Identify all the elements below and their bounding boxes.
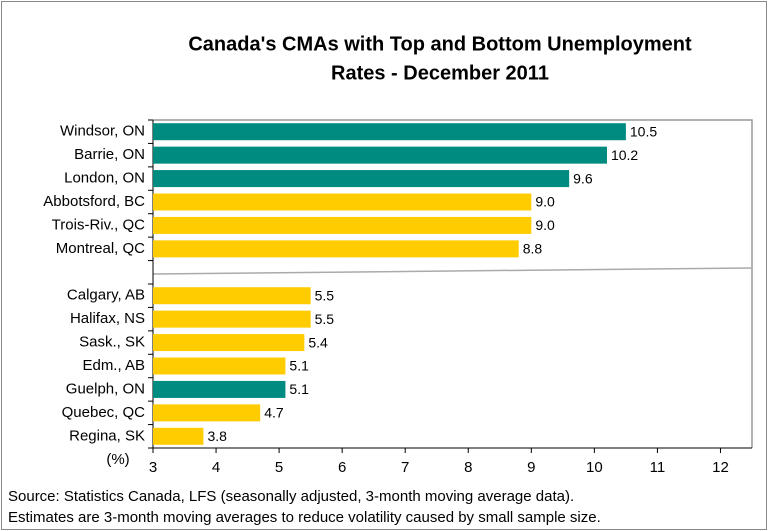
value-label: 5.4: [308, 334, 328, 350]
x-tick-label: 9: [527, 459, 535, 476]
value-label: 4.7: [264, 405, 284, 421]
value-label: 9.0: [535, 217, 555, 233]
bar: [153, 427, 204, 445]
chart-title: Canada's CMAs with Top and Bottom Unempl…: [188, 33, 692, 55]
bar: [153, 193, 532, 211]
x-tick-label: 7: [401, 459, 409, 476]
y-tick-label: Halifax, NS: [70, 310, 145, 327]
x-tick-label: 12: [712, 459, 729, 476]
x-axis-label: (%): [106, 451, 129, 468]
y-tick-label: Regina, SK: [69, 427, 145, 444]
value-label: 10.2: [611, 147, 638, 163]
y-tick-label: Sask., SK: [79, 334, 145, 351]
group-divider: [152, 267, 753, 275]
value-label: 3.8: [207, 428, 227, 444]
x-tick-label: 4: [212, 459, 220, 476]
x-tick-label: 5: [275, 459, 283, 476]
y-tick-label: Trois-Riv., QC: [52, 216, 145, 233]
y-tick-label: Guelph, ON: [66, 380, 145, 397]
value-label: 5.1: [289, 381, 309, 397]
x-tick-label: 8: [464, 459, 472, 476]
bar: [153, 240, 519, 258]
y-tick-label: Calgary, AB: [67, 287, 145, 304]
value-label: 8.8: [523, 241, 543, 257]
y-tick-label: Abbotsford, BC: [43, 193, 145, 210]
bar: [153, 334, 305, 352]
bar: [153, 146, 607, 164]
y-tick-label: Quebec, QC: [62, 404, 146, 421]
y-tick-label: London, ON: [64, 170, 145, 187]
bar: [153, 216, 532, 234]
bar: [153, 380, 286, 398]
value-label: 10.5: [630, 123, 657, 139]
plot-border: [153, 119, 753, 448]
x-tick-label: 11: [650, 459, 666, 476]
value-label: 9.6: [573, 170, 593, 186]
chart-subtitle: Rates - December 2011: [331, 62, 549, 84]
x-tick-label: 10: [586, 459, 603, 476]
y-tick-label: Barrie, ON: [74, 146, 145, 163]
value-label: 5.5: [315, 311, 335, 327]
bar: [153, 170, 570, 188]
bar: [153, 287, 311, 305]
y-tick-label: Windsor, ON: [60, 123, 145, 140]
bar: [153, 310, 311, 328]
x-tick-label: 3: [149, 459, 157, 476]
bar: [153, 357, 286, 375]
value-label: 5.1: [289, 358, 309, 374]
y-tick-label: Montreal, QC: [56, 240, 145, 257]
value-label: 5.5: [315, 287, 335, 303]
value-label: 9.0: [535, 194, 555, 210]
bar: [153, 404, 261, 422]
bar: [153, 123, 626, 141]
y-tick-label: Edm., AB: [82, 357, 145, 374]
x-tick-label: 6: [338, 459, 346, 476]
note: Estimates are 3-month moving averages to…: [8, 509, 601, 526]
note: Source: Statistics Canada, LFS (seasonal…: [8, 488, 574, 505]
